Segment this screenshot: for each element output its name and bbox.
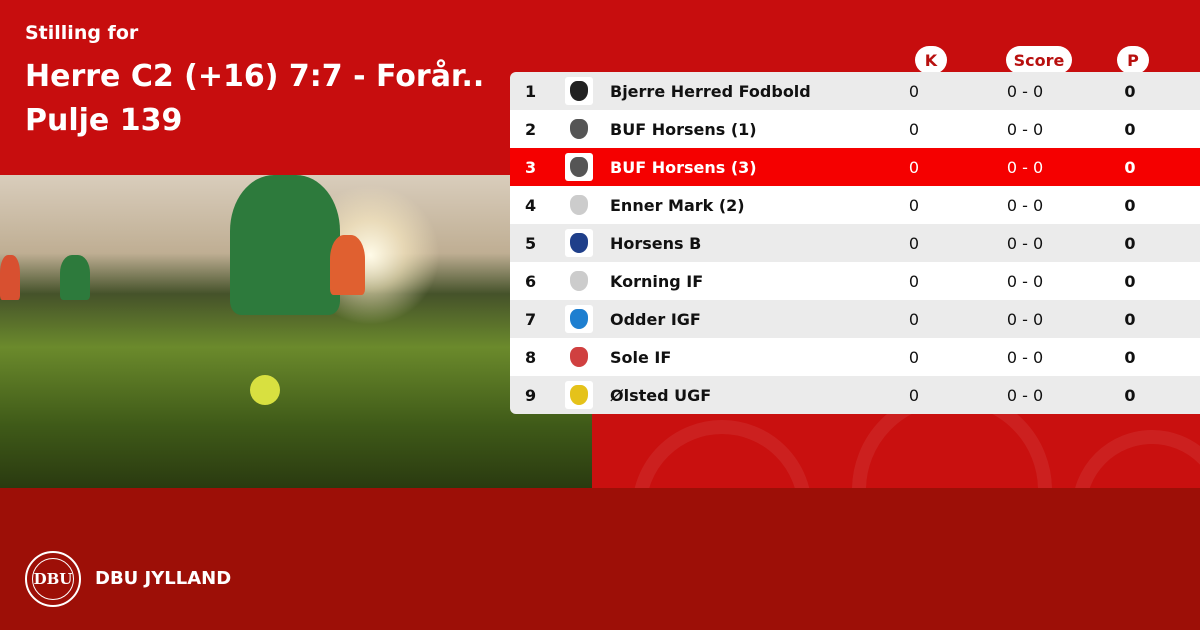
matches-played: 0 [908,195,920,215]
score: 0 - 0 [1006,309,1044,329]
dbu-logo: DBU [25,551,81,607]
table-row[interactable]: 6 Korning IF 0 0 - 0 0 [510,262,1200,300]
position: 1 [525,81,537,101]
points: 0 [1124,271,1136,291]
score: 0 - 0 [1006,233,1044,253]
column-header-p: P [1117,46,1149,74]
points: 0 [1124,233,1136,253]
team-logo-icon [565,191,593,219]
score: 0 - 0 [1006,119,1044,139]
team-logo-icon [565,153,593,181]
score: 0 - 0 [1006,81,1044,101]
table-row[interactable]: 3 BUF Horsens (3) 0 0 - 0 0 [510,148,1200,186]
position: 9 [525,385,537,405]
table-row[interactable]: 7 Odder IGF 0 0 - 0 0 [510,300,1200,338]
matches-played: 0 [908,385,920,405]
matches-played: 0 [908,81,920,101]
team-name: Korning IF [610,271,704,291]
table-row[interactable]: 8 Sole IF 0 0 - 0 0 [510,338,1200,376]
team-name: Sole IF [610,347,672,367]
table-row[interactable]: 4 Enner Mark (2) 0 0 - 0 0 [510,186,1200,224]
points: 0 [1124,309,1136,329]
matches-played: 0 [908,233,920,253]
page-title: Herre C2 (+16) 7:7 - Forår.. Pulje 139 [25,59,485,138]
matches-played: 0 [908,271,920,291]
position: 4 [525,195,537,215]
matches-played: 0 [908,119,920,139]
table-row[interactable]: 9 Ølsted UGF 0 0 - 0 0 [510,376,1200,414]
points: 0 [1124,119,1136,139]
team-logo-icon [565,115,593,143]
position: 6 [525,271,537,291]
team-logo-icon [565,77,593,105]
position: 5 [525,233,537,253]
position: 7 [525,309,537,329]
points: 0 [1124,157,1136,177]
position: 2 [525,119,537,139]
column-header-k: K [915,46,947,74]
team-name: BUF Horsens (3) [610,157,757,177]
points: 0 [1124,347,1136,367]
team-name: BUF Horsens (1) [610,119,757,139]
team-logo-icon [565,343,593,371]
matches-played: 0 [908,309,920,329]
points: 0 [1124,81,1136,101]
table-row[interactable]: 5 Horsens B 0 0 - 0 0 [510,224,1200,262]
team-name: Horsens B [610,233,702,253]
points: 0 [1124,195,1136,215]
position: 8 [525,347,537,367]
team-name: Enner Mark (2) [610,195,745,215]
football-photo [0,175,592,488]
score: 0 - 0 [1006,271,1044,291]
team-logo-icon [565,305,593,333]
column-header-score: Score [1006,46,1072,74]
table-row[interactable]: 2 BUF Horsens (1) 0 0 - 0 0 [510,110,1200,148]
team-name: Odder IGF [610,309,701,329]
table-row[interactable]: 1 Bjerre Herred Fodbold 0 0 - 0 0 [510,72,1200,110]
team-logo-icon [565,229,593,257]
team-logo-icon [565,267,593,295]
page-subtitle: Stilling for [25,22,139,44]
score: 0 - 0 [1006,195,1044,215]
team-name: Bjerre Herred Fodbold [610,81,811,101]
matches-played: 0 [908,157,920,177]
score: 0 - 0 [1006,347,1044,367]
team-logo-icon [565,381,593,409]
footer-background [0,488,1200,630]
brand-name: DBU JYLLAND [95,568,232,589]
watermark [592,410,1200,488]
points: 0 [1124,385,1136,405]
score: 0 - 0 [1006,157,1044,177]
dbu-logo-text: DBU [33,570,73,588]
position: 3 [525,157,537,177]
team-name: Ølsted UGF [610,385,712,405]
score: 0 - 0 [1006,385,1044,405]
matches-played: 0 [908,347,920,367]
